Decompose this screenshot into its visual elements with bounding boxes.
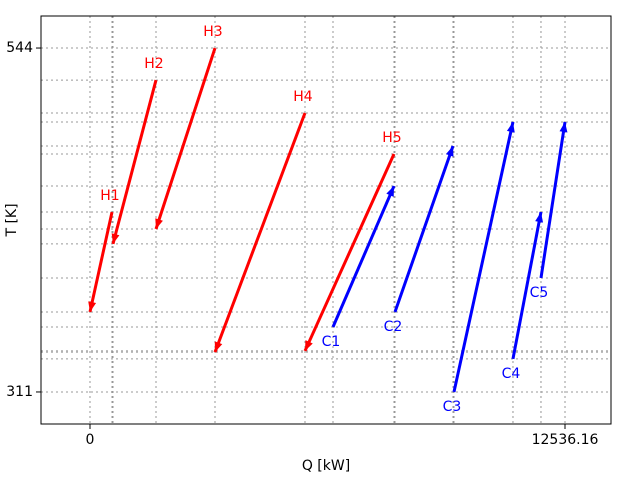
arrow-head xyxy=(111,233,120,244)
stream-label: H4 xyxy=(293,89,313,105)
arrow-head xyxy=(445,146,454,157)
stream-label: C4 xyxy=(502,366,521,382)
stream-arrow xyxy=(393,145,455,313)
x-tick-label: 12536.16 xyxy=(532,432,599,448)
stream-label: H1 xyxy=(100,188,119,204)
stream-arrow xyxy=(511,211,543,360)
stream-label: H3 xyxy=(203,24,222,40)
arrow-head xyxy=(88,301,97,312)
stream-label: H2 xyxy=(144,56,163,72)
stream-label: C1 xyxy=(322,334,341,350)
stream-label: C3 xyxy=(443,399,462,415)
arrow-head xyxy=(506,121,515,133)
stream-label: C2 xyxy=(384,319,403,335)
plot-frame xyxy=(40,15,612,425)
stream-arrow xyxy=(213,112,307,353)
arrow-head xyxy=(559,121,568,133)
arrow-head xyxy=(155,218,163,230)
x-tick-label: 0 xyxy=(86,432,95,448)
stream-label: H5 xyxy=(382,130,401,146)
arrow-head xyxy=(386,186,394,197)
stream-arrow xyxy=(331,185,396,328)
stream-arrow xyxy=(452,121,515,393)
stream-arrow xyxy=(303,153,396,352)
y-tick-label: 544 xyxy=(6,40,33,56)
x-axis-label: Q [kW] xyxy=(302,458,350,474)
arrow-head xyxy=(214,341,223,353)
stream-arrow xyxy=(539,121,567,279)
arrow-head xyxy=(535,212,544,223)
stream-arrow xyxy=(111,79,158,245)
stream-arrow xyxy=(88,211,114,313)
arrow-head xyxy=(304,340,313,351)
stream-label: C5 xyxy=(530,285,549,301)
y-tick-label: 311 xyxy=(6,384,33,400)
stream-arrow xyxy=(154,47,217,230)
y-axis-label: T [K] xyxy=(4,203,20,237)
